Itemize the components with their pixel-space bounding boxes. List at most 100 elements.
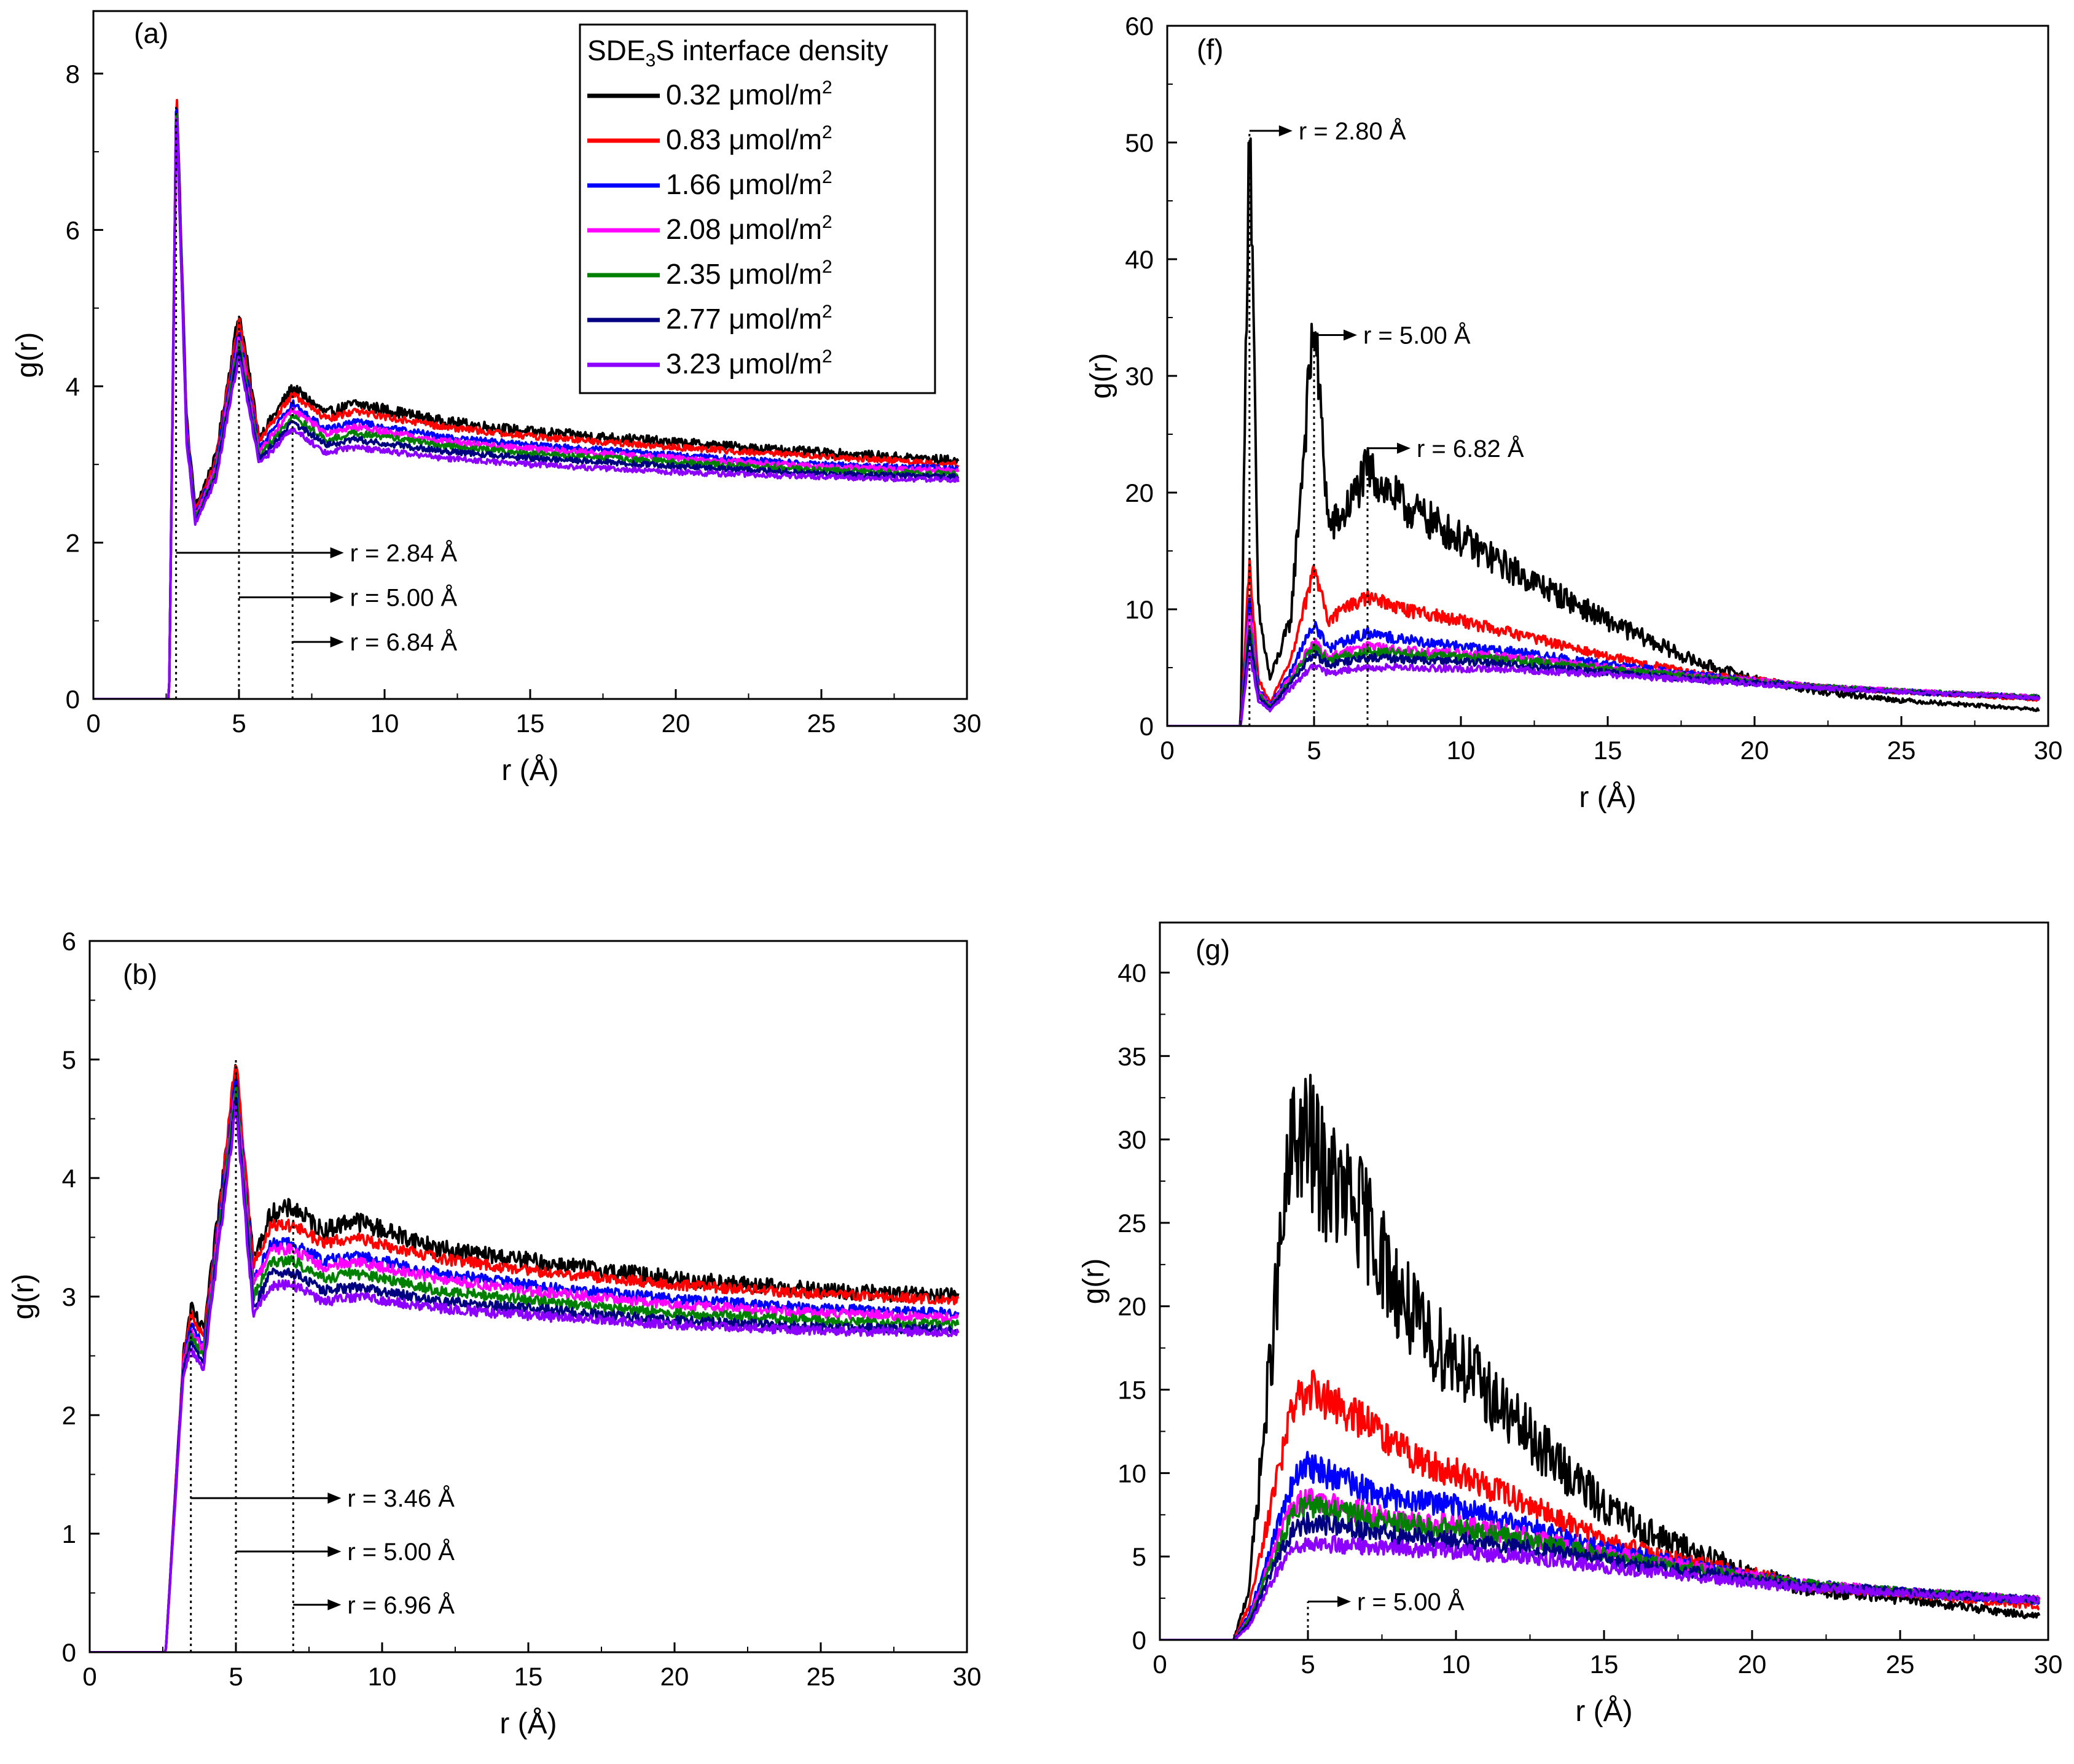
y-tick-label: 50 [1125, 128, 1154, 157]
panel-label: (a) [134, 17, 168, 49]
series-group [1160, 1074, 2041, 1640]
x-tick-label: 0 [1160, 736, 1174, 765]
panel-b: r = 3.46 År = 5.00 År = 6.96 Å0 5 10 15 20 25… [7, 927, 981, 1740]
legend-title-prefix: SDE [587, 34, 646, 66]
x-axis-label: r (Å) [1579, 781, 1636, 814]
x-tick-label: 20 [1738, 1650, 1767, 1679]
panel-label: (f) [1197, 33, 1223, 65]
x-tick-label: 0 [1152, 1650, 1167, 1679]
y-axis-label: g(r) [7, 1274, 40, 1320]
x-tick-label: 25 [1886, 1650, 1915, 1679]
y-tick-label: 0 [62, 1638, 76, 1667]
x-tick-label: 30 [2034, 1650, 2063, 1679]
y-tick-label: 15 [1117, 1376, 1146, 1405]
legend-title-suffix: S interface density [655, 34, 888, 66]
legend-entry-label: 3.23 μmol/m2 [666, 346, 832, 380]
annotation-arrow-head [1396, 442, 1411, 454]
annotation-label: r = 2.80 Å [1299, 117, 1406, 145]
y-tick-label: 5 [1132, 1542, 1146, 1571]
legend-box [579, 23, 936, 394]
legend-entry-sup: 2 [822, 122, 832, 142]
y-tick-label: 8 [66, 60, 80, 88]
x-tick-label: 25 [807, 709, 836, 738]
legend-entry-sup: 2 [822, 302, 832, 322]
x-tick-label: 10 [1442, 1650, 1471, 1679]
legend-entry-value: 2.08 μmol/m [666, 213, 822, 245]
series-line-6 [93, 122, 960, 699]
x-tick-label: 10 [368, 1662, 397, 1691]
series-line-1 [1167, 137, 2040, 726]
annotation-label: r = 6.84 Å [350, 628, 458, 656]
series-group [1167, 137, 2041, 726]
panel-f: r = 2.80 Å r = 5.00 Å r = 6.82 Å 0 5 10 15 20 25… [1085, 12, 2062, 814]
y-tick-label: 20 [1125, 478, 1154, 507]
x-tick-label: 20 [662, 709, 691, 738]
annotation-label: r = 6.82 Å [1417, 435, 1524, 462]
y-tick-label: 3 [62, 1282, 76, 1311]
y-tick-label: 2 [66, 528, 80, 557]
x-tick-label: 30 [2034, 736, 2063, 765]
x-tick-label: 5 [1301, 1650, 1315, 1679]
annotation-arrow-head [327, 1493, 342, 1504]
legend-title: SDE3S interface density [587, 34, 888, 71]
annotation-label: r = 5.00 Å [1357, 1588, 1465, 1616]
annotation-arrow-head [1344, 329, 1357, 341]
y-tick-label: 0 [66, 685, 80, 714]
x-tick-label: 15 [514, 1662, 543, 1691]
x-axis-label: r (Å) [1575, 1695, 1632, 1728]
x-tick-label: 10 [370, 709, 399, 738]
panel-g: r = 5.00 Å 0 5 10 15 20 25 30 0 5 10 15 20 25 30 35 40 r … [1078, 921, 2063, 1728]
y-tick-label: 0 [1132, 1626, 1146, 1655]
legend-entry-sup: 2 [822, 212, 832, 232]
y-tick-label: 6 [66, 216, 80, 244]
series-group [93, 99, 960, 699]
x-tick-label: 20 [1740, 736, 1769, 765]
legend-entry-label: 2.08 μmol/m2 [666, 212, 832, 245]
legend-entry-value: 2.35 μmol/m [666, 258, 822, 290]
series-line-7 [1167, 649, 2041, 726]
y-tick-label: 1 [62, 1520, 76, 1548]
y-tick-label: 4 [62, 1164, 76, 1193]
annotation-arrow-head [330, 591, 344, 603]
x-tick-label: 25 [1887, 736, 1916, 765]
series-line-2 [90, 1064, 960, 1652]
y-tick-label: 35 [1117, 1042, 1146, 1071]
y-tick-label: 10 [1117, 1459, 1146, 1488]
y-tick-label: 30 [1117, 1125, 1146, 1154]
legend-title-sub: 3 [646, 50, 656, 71]
annotation-label: r = 3.46 Å [347, 1485, 455, 1512]
x-tick-label: 15 [1590, 1650, 1619, 1679]
y-axis-label: g(r) [1078, 1259, 1110, 1305]
y-tick-label: 4 [66, 372, 80, 401]
x-tick-label: 30 [953, 709, 982, 738]
legend-entry-sup: 2 [822, 77, 832, 98]
legend-entry-label: 1.66 μmol/m2 [666, 167, 832, 200]
series-line-7 [93, 117, 960, 699]
x-tick-label: 5 [232, 709, 246, 738]
legend-entry-value: 0.32 μmol/m [666, 79, 822, 111]
annotation-label: r = 5.00 Å [350, 584, 458, 612]
annotation-label: r = 2.84 Å [350, 539, 458, 567]
legend-entry-label: 0.32 μmol/m2 [666, 77, 832, 111]
y-tick-label: 0 [1140, 712, 1154, 741]
x-tick-label: 20 [660, 1662, 689, 1691]
y-tick-label: 30 [1125, 362, 1154, 391]
x-tick-label: 25 [807, 1662, 835, 1691]
annotation-arrow-head [330, 636, 344, 648]
annotation-arrow-head [1278, 125, 1293, 136]
annotation-arrow-head [1337, 1596, 1351, 1607]
panel-label: (g) [1195, 934, 1230, 966]
legend-entry-value: 2.77 μmol/m [666, 303, 822, 335]
legend-entry-value: 0.83 μmol/m [666, 123, 822, 155]
y-tick-label: 40 [1117, 958, 1146, 987]
y-tick-label: 5 [62, 1045, 76, 1074]
x-tick-label: 10 [1447, 736, 1476, 765]
annotation-label: r = 5.00 Å [347, 1538, 455, 1566]
x-tick-label: 30 [953, 1662, 982, 1691]
annotation-arrow-head [327, 1545, 342, 1557]
legend-entry-label: 0.83 μmol/m2 [666, 122, 832, 155]
series-line-4 [93, 115, 960, 699]
y-tick-label: 10 [1125, 595, 1154, 624]
y-axis-label: g(r) [1085, 353, 1117, 399]
